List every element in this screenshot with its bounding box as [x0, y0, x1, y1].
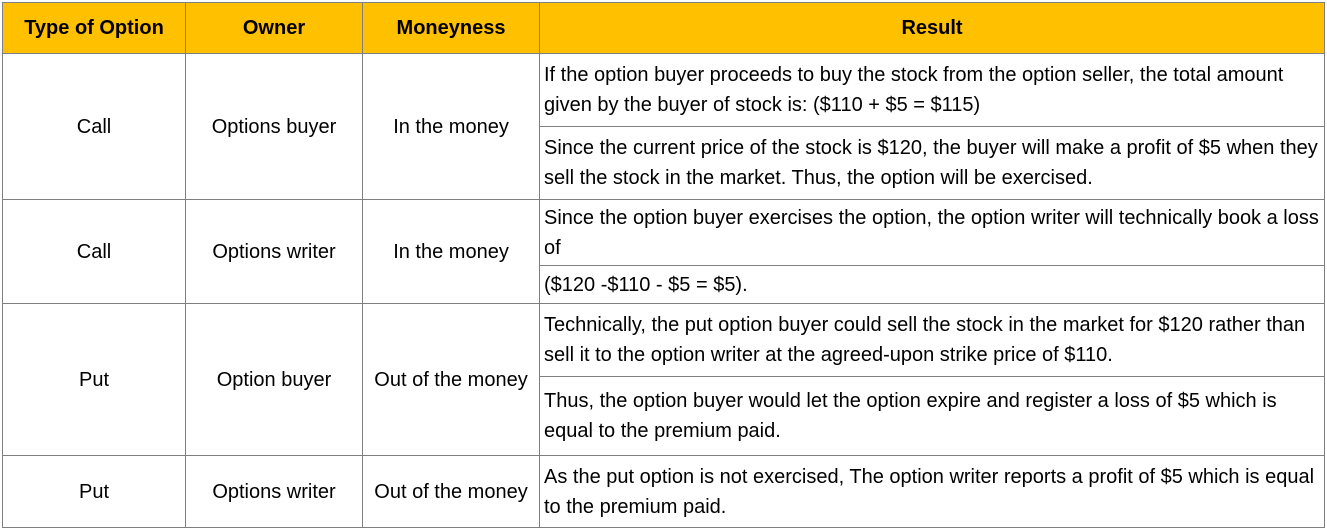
result-cell: Technically, the put option buyer could … — [539, 303, 1325, 377]
type-cell: Call — [2, 199, 186, 304]
type-cell: Put — [2, 455, 186, 528]
moneyness-cell: Out of the money — [362, 303, 540, 456]
moneyness-cell: Out of the money — [362, 455, 540, 528]
table-row: Call Options buyer In the money If the o… — [2, 53, 1325, 200]
result-cell: ($120 -$110 - $5 = $5). — [539, 265, 1325, 304]
result-cell: Since the current price of the stock is … — [539, 126, 1325, 200]
owner-cell: Options buyer — [185, 53, 363, 200]
moneyness-cell: In the money — [362, 199, 540, 304]
table-row: Put Options writer Out of the money As t… — [2, 455, 1325, 528]
header-row: Type of Option Owner Moneyness Result — [2, 2, 1325, 54]
header-type-of-option: Type of Option — [2, 2, 186, 54]
table-row: Put Option buyer Out of the money Techni… — [2, 303, 1325, 456]
table-row: Thus, the option buyer would let the opt… — [3, 376, 1325, 456]
type-cell: Call — [2, 53, 186, 200]
owner-cell: Option buyer — [185, 303, 363, 456]
owner-cell: Options writer — [185, 455, 363, 528]
result-cell: Since the option buyer exercises the opt… — [539, 199, 1325, 266]
result-cell: If the option buyer proceeds to buy the … — [539, 53, 1325, 127]
moneyness-cell: In the money — [362, 53, 540, 200]
table-row: Since the current price of the stock is … — [3, 126, 1325, 200]
header-owner: Owner — [185, 2, 363, 54]
table-row: Call Options writer In the money Since t… — [2, 199, 1325, 304]
owner-cell: Options writer — [185, 199, 363, 304]
header-result: Result — [539, 2, 1325, 54]
type-cell: Put — [2, 303, 186, 456]
header-moneyness: Moneyness — [362, 2, 540, 54]
result-cell: Thus, the option buyer would let the opt… — [539, 376, 1325, 456]
result-cell: As the put option is not exercised, The … — [539, 455, 1325, 528]
table-row: ($120 -$110 - $5 = $5). — [3, 265, 1325, 304]
